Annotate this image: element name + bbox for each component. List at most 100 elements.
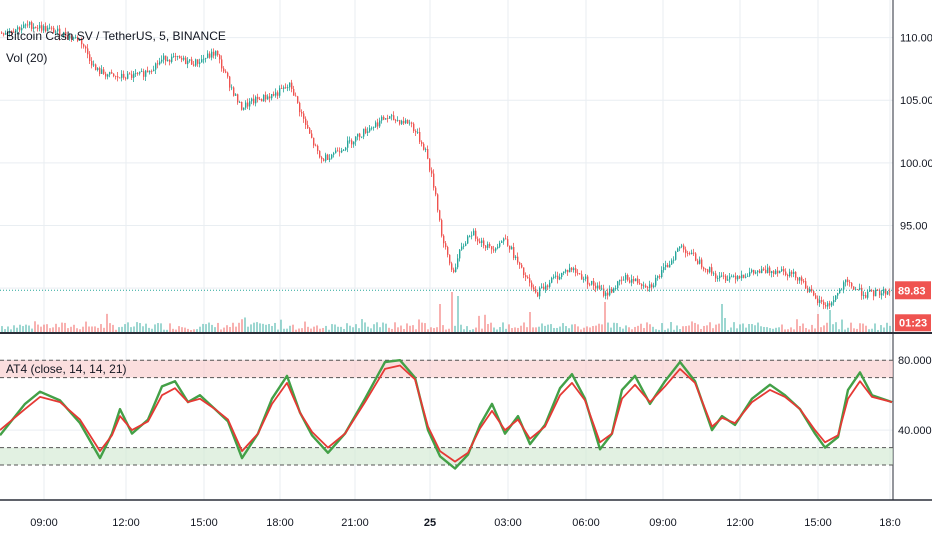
candle-body[interactable] [219, 55, 221, 60]
candle-body[interactable] [373, 126, 375, 128]
candle-body[interactable] [297, 96, 299, 103]
candle-body[interactable] [885, 289, 887, 295]
candle-body[interactable] [3, 33, 5, 35]
candle-body[interactable] [459, 249, 461, 259]
candle-body[interactable] [149, 70, 151, 73]
candle-body[interactable] [59, 28, 61, 37]
candle-body[interactable] [461, 246, 463, 250]
candle-body[interactable] [883, 289, 885, 294]
candle-body[interactable] [13, 31, 15, 33]
candle-body[interactable] [793, 271, 795, 274]
candle-body[interactable] [203, 58, 205, 60]
candle-body[interactable] [505, 238, 507, 240]
candle-body[interactable] [227, 72, 229, 77]
candle-body[interactable] [583, 278, 585, 280]
candle-body[interactable] [105, 73, 107, 77]
candle-body[interactable] [341, 150, 343, 153]
candle-body[interactable] [449, 254, 451, 264]
candle-body[interactable] [281, 88, 283, 89]
candle-body[interactable] [93, 64, 95, 66]
candle-body[interactable] [319, 150, 321, 158]
candle-body[interactable] [429, 158, 431, 171]
candle-body[interactable] [277, 92, 279, 96]
candle-body[interactable] [823, 301, 825, 305]
candle-body[interactable] [153, 69, 155, 72]
candle-body[interactable] [733, 275, 735, 277]
candle-body[interactable] [403, 120, 405, 124]
candle-body[interactable] [455, 267, 457, 273]
candle-body[interactable] [531, 282, 533, 288]
candle-body[interactable] [575, 268, 577, 273]
candle-body[interactable] [295, 95, 297, 97]
candle-body[interactable] [9, 31, 11, 33]
candle-body[interactable] [495, 248, 497, 251]
candle-body[interactable] [753, 269, 755, 274]
candle-body[interactable] [11, 31, 13, 32]
candle-body[interactable] [769, 267, 771, 273]
candle-body[interactable] [841, 289, 843, 291]
candle-body[interactable] [19, 27, 21, 31]
candle-body[interactable] [453, 269, 455, 273]
candle-body[interactable] [851, 282, 853, 287]
last-price-tag[interactable] [895, 281, 931, 300]
candle-body[interactable] [831, 302, 833, 306]
candle-body[interactable] [145, 70, 147, 77]
candle-body[interactable] [863, 295, 865, 296]
candle-body[interactable] [289, 82, 291, 88]
candle-body[interactable] [159, 61, 161, 65]
candle-body[interactable] [161, 59, 163, 62]
candle-body[interactable] [555, 275, 557, 277]
candle-body[interactable] [549, 282, 551, 287]
candle-body[interactable] [327, 154, 329, 160]
candle-body[interactable] [365, 128, 367, 133]
candle-body[interactable] [659, 276, 661, 278]
candle-body[interactable] [465, 243, 467, 246]
candle-body[interactable] [859, 287, 861, 290]
candle-body[interactable] [697, 260, 699, 264]
candle-body[interactable] [63, 31, 65, 36]
candle-body[interactable] [125, 77, 127, 79]
candle-body[interactable] [535, 289, 537, 293]
candle-body[interactable] [587, 276, 589, 285]
candle-body[interactable] [503, 238, 505, 242]
candle-body[interactable] [101, 69, 103, 74]
candle-body[interactable] [785, 271, 787, 275]
candle-body[interactable] [195, 59, 197, 66]
candle-body[interactable] [759, 270, 761, 274]
candle-body[interactable] [209, 53, 211, 58]
candle-body[interactable] [45, 26, 47, 32]
candle-body[interactable] [169, 59, 171, 62]
candle-body[interactable] [391, 115, 393, 117]
candle-body[interactable] [17, 27, 19, 30]
price-candles[interactable] [0, 20, 893, 310]
candle-body[interactable] [787, 274, 789, 277]
candle-body[interactable] [837, 293, 839, 296]
candle-body[interactable] [657, 276, 659, 278]
candle-body[interactable] [467, 236, 469, 244]
candle-body[interactable] [621, 279, 623, 281]
candle-body[interactable] [619, 279, 621, 282]
candle-body[interactable] [741, 274, 743, 279]
candle-body[interactable] [689, 253, 691, 255]
candle-body[interactable] [307, 124, 309, 129]
candle-body[interactable] [447, 247, 449, 255]
candle-body[interactable] [569, 267, 571, 273]
candle-body[interactable] [699, 259, 701, 264]
candle-body[interactable] [367, 131, 369, 133]
candle-body[interactable] [631, 278, 633, 283]
candle-body[interactable] [589, 284, 591, 286]
candle-body[interactable] [251, 98, 253, 102]
candle-body[interactable] [189, 59, 191, 61]
candle-body[interactable] [231, 87, 233, 89]
candle-body[interactable] [301, 112, 303, 114]
candle-body[interactable] [797, 277, 799, 281]
candle-body[interactable] [881, 293, 883, 296]
candle-body[interactable] [49, 27, 51, 29]
candle-body[interactable] [651, 284, 653, 288]
candle-body[interactable] [141, 71, 143, 73]
candle-body[interactable] [351, 140, 353, 145]
candle-body[interactable] [539, 287, 541, 297]
candle-body[interactable] [633, 278, 635, 282]
candle-body[interactable] [401, 120, 403, 124]
candle-body[interactable] [383, 116, 385, 120]
